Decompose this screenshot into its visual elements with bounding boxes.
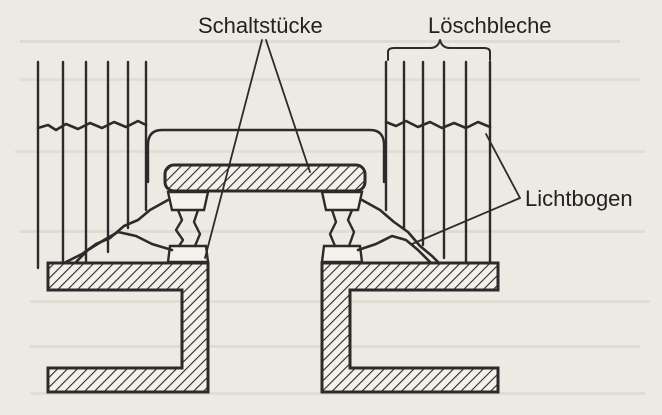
label-contacts: Schaltstücke [198, 13, 323, 38]
left-arc-line [36, 119, 148, 132]
arc-chute-hood [146, 128, 386, 184]
right-arc-plates [384, 60, 492, 282]
fixed-contact-right [320, 261, 500, 394]
plates-brace [387, 39, 491, 61]
leader-lines [204, 39, 521, 259]
lower-contact-left [166, 244, 210, 264]
lower-contact-right [320, 244, 364, 264]
contact-bridge [163, 163, 367, 193]
arc-runner-paths [52, 198, 444, 272]
label-arc-plates: Löschbleche [428, 13, 552, 38]
label-arc: Lichtbogen [525, 186, 633, 211]
upper-contact-left [166, 190, 210, 212]
fixed-contact-left [46, 261, 210, 394]
left-arc-plates [36, 60, 148, 270]
right-arc-line [384, 119, 492, 130]
arc-columns [174, 208, 356, 248]
upper-contact-right [320, 190, 364, 212]
